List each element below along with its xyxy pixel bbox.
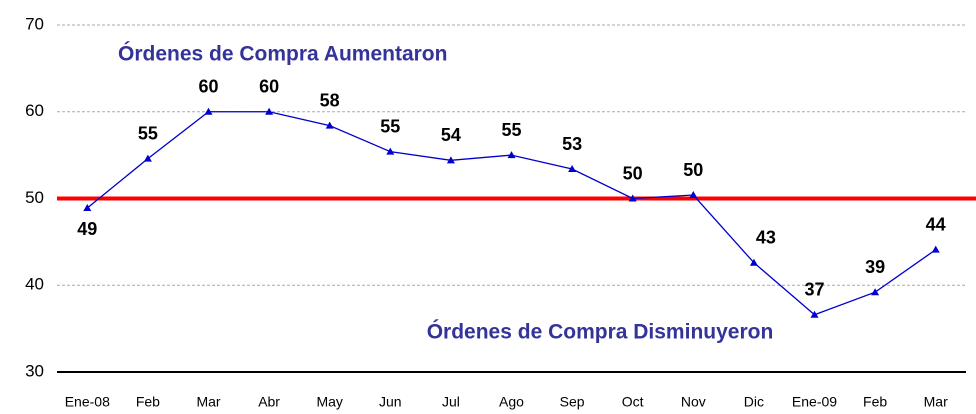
point-marker xyxy=(265,107,274,115)
annotation-down: Órdenes de Compra Disminuyeron xyxy=(427,320,774,344)
x-tick-label: Feb xyxy=(136,394,160,410)
data-label: 44 xyxy=(926,214,946,234)
x-tick-label: Jun xyxy=(379,394,402,410)
point-marker xyxy=(446,156,455,164)
x-tick-label: Ago xyxy=(499,394,524,410)
point-marker xyxy=(143,154,152,162)
data-label: 53 xyxy=(562,134,582,154)
x-tick-label: Sep xyxy=(560,394,585,410)
data-label: 37 xyxy=(804,279,824,299)
point-marker xyxy=(628,194,637,202)
x-tick-label: Ene-08 xyxy=(65,394,110,410)
data-label: 55 xyxy=(380,116,400,136)
y-tick-label: 60 xyxy=(25,101,44,120)
data-label: 58 xyxy=(320,90,340,110)
data-label: 43 xyxy=(756,227,776,247)
x-tick-label: Feb xyxy=(863,394,887,410)
point-marker xyxy=(689,191,698,199)
y-tick-label: 70 xyxy=(25,14,44,33)
x-tick-label: Dic xyxy=(744,394,764,410)
x-tick-label: Mar xyxy=(924,394,948,410)
data-label: 55 xyxy=(501,120,521,140)
point-marker xyxy=(386,147,395,155)
data-label: 55 xyxy=(138,123,158,143)
y-tick-label: 30 xyxy=(25,361,44,380)
x-tick-label: Oct xyxy=(622,394,644,410)
x-tick-label: Abr xyxy=(258,394,280,410)
data-label: 60 xyxy=(198,77,218,97)
data-label: 54 xyxy=(441,125,461,145)
x-tick-label: Ene-09 xyxy=(792,394,837,410)
data-label: 39 xyxy=(865,257,885,277)
y-tick-label: 40 xyxy=(25,275,44,294)
point-marker xyxy=(931,245,940,253)
point-marker xyxy=(83,204,92,212)
point-marker xyxy=(204,107,213,115)
data-label: 60 xyxy=(259,77,279,97)
y-tick-label: 50 xyxy=(25,188,44,207)
data-label: 50 xyxy=(683,160,703,180)
point-marker xyxy=(507,151,516,159)
point-marker xyxy=(871,288,880,296)
point-marker xyxy=(568,165,577,173)
x-tick-label: May xyxy=(316,394,342,410)
data-label: 50 xyxy=(623,163,643,183)
point-marker xyxy=(810,310,819,318)
x-tick-label: Jul xyxy=(442,394,460,410)
x-tick-label: Nov xyxy=(681,394,706,410)
x-tick-label: Mar xyxy=(196,394,220,410)
data-label: 49 xyxy=(77,219,97,239)
point-marker xyxy=(325,121,334,129)
annotation-up: Órdenes de Compra Aumentaron xyxy=(118,42,447,66)
point-marker xyxy=(749,258,758,266)
